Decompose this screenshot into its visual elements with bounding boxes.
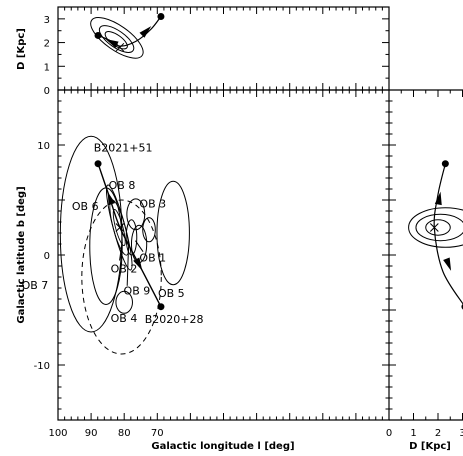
- main-star-marker-b: [115, 223, 125, 232]
- region-label: OB 2: [111, 263, 138, 276]
- region-label: OB 1: [139, 252, 166, 265]
- main-x-tick-label: 70: [151, 428, 164, 439]
- leader-line: [126, 247, 130, 286]
- side-contour-ellipse: [415, 213, 463, 242]
- top-y-axis-title: D [Kpc]: [16, 28, 27, 70]
- region-label: OB 9: [124, 285, 151, 298]
- main-x-tick-label: 0: [386, 428, 392, 439]
- top-star-marker-b: [115, 42, 125, 52]
- pulsar-label: B2020+28: [145, 313, 204, 326]
- leader-line: [119, 241, 123, 261]
- main-y-tick-label: 10: [37, 141, 50, 152]
- pulsar-point: [94, 160, 102, 168]
- main-x-tick-label: 90: [85, 428, 98, 439]
- main-trajectory-arrow: [107, 191, 116, 206]
- region-label: OB 8: [109, 179, 136, 192]
- side-star-marker-b: [429, 223, 439, 232]
- side-trajectory-arrow: [443, 257, 452, 271]
- region-ellipse: [156, 180, 190, 286]
- dashed-region-ellipse: [81, 199, 162, 355]
- side-x-axis-title: D [Kpc]: [409, 441, 451, 452]
- leader-line: [135, 240, 144, 252]
- region-label: OB 7: [22, 279, 49, 292]
- side-panel-marks: [408, 160, 463, 310]
- top-contour-ellipse: [90, 17, 144, 59]
- main-trajectory-arrow: [133, 257, 143, 271]
- top-trajectory-arrow: [105, 39, 119, 48]
- pulsar-label: B2021+51: [94, 142, 153, 155]
- main-y-tick-label: 0: [44, 251, 50, 262]
- top-trajectory-arrow: [139, 26, 152, 38]
- main-x-axis-title: Galactic longitude l [deg]: [151, 441, 294, 452]
- side-contour-ellipse: [408, 207, 463, 248]
- top-pulsar-point: [157, 12, 165, 20]
- region-label: OB 4: [111, 312, 138, 325]
- top-y-tick-label: 3: [44, 15, 50, 26]
- side-contour-ellipse: [425, 219, 451, 236]
- top-y-tick-label: 1: [44, 62, 50, 73]
- region-label: OB 5: [158, 287, 185, 300]
- main-x-tick-label: 100: [48, 428, 67, 439]
- region-label: OB 6: [72, 200, 99, 213]
- region-ellipse: [142, 217, 156, 243]
- pulsar-point: [157, 303, 165, 311]
- main-panel-frame: [57, 89, 390, 421]
- region-ellipse: [59, 135, 123, 333]
- top-pulsar-point: [94, 31, 102, 39]
- region-ellipse: [115, 290, 133, 314]
- side-trajectory-arrow: [434, 191, 442, 206]
- region-ellipse: [125, 219, 138, 256]
- main-y-tick-label: -10: [34, 361, 50, 372]
- top-y-tick-label: 0: [44, 86, 50, 97]
- main-x-tick-label: 80: [118, 428, 131, 439]
- side-x-tick-label: 1: [410, 428, 416, 439]
- main-contour-ellipse: [112, 208, 126, 247]
- side-pulsar-point: [441, 160, 449, 168]
- side-x-tick-label: 2: [435, 428, 441, 439]
- region-label: OB 3: [139, 198, 166, 211]
- main-y-axis-title: Galactic latitude b [deg]: [16, 186, 27, 323]
- top-y-tick-label: 2: [44, 39, 50, 50]
- side-x-tick-label: 3: [459, 428, 463, 439]
- top-contour-ellipse: [98, 25, 135, 53]
